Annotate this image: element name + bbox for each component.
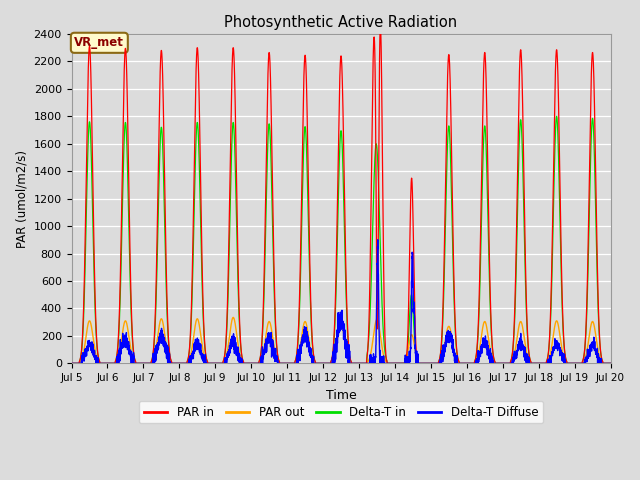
PAR out xyxy=(462,360,470,366)
PAR in xyxy=(68,360,76,366)
Delta-T in xyxy=(164,339,172,345)
Legend: PAR in, PAR out, Delta-T in, Delta-T Diffuse: PAR in, PAR out, Delta-T in, Delta-T Dif… xyxy=(139,401,543,423)
Delta-T Diffuse xyxy=(374,237,381,243)
Delta-T Diffuse xyxy=(607,360,614,366)
PAR in xyxy=(164,335,172,341)
Delta-T in xyxy=(553,113,561,119)
PAR in xyxy=(321,360,328,366)
PAR out xyxy=(606,360,614,366)
PAR in xyxy=(376,23,384,29)
Delta-T Diffuse xyxy=(321,360,328,366)
PAR in xyxy=(462,360,470,366)
Line: Delta-T in: Delta-T in xyxy=(72,116,611,363)
PAR out xyxy=(164,354,172,360)
Delta-T in xyxy=(462,360,470,366)
Y-axis label: PAR (umol/m2/s): PAR (umol/m2/s) xyxy=(15,150,28,248)
Line: PAR out: PAR out xyxy=(72,317,611,363)
Delta-T Diffuse xyxy=(164,354,172,360)
Delta-T in xyxy=(607,360,614,366)
Text: VR_met: VR_met xyxy=(74,36,124,49)
PAR out xyxy=(229,314,237,320)
Delta-T in xyxy=(492,360,500,366)
Delta-T Diffuse xyxy=(432,360,440,366)
Line: PAR in: PAR in xyxy=(72,26,611,363)
Delta-T Diffuse xyxy=(493,360,500,366)
PAR out xyxy=(607,360,614,366)
Delta-T in xyxy=(321,360,328,366)
Delta-T in xyxy=(606,360,614,366)
Line: Delta-T Diffuse: Delta-T Diffuse xyxy=(72,240,611,363)
PAR in xyxy=(493,360,500,366)
PAR in xyxy=(607,360,614,366)
Delta-T in xyxy=(68,360,76,366)
PAR out xyxy=(432,360,440,366)
PAR out xyxy=(493,360,500,366)
Delta-T Diffuse xyxy=(462,360,470,366)
X-axis label: Time: Time xyxy=(326,389,356,402)
PAR in xyxy=(606,360,614,366)
Delta-T Diffuse xyxy=(68,360,76,366)
Delta-T in xyxy=(432,360,440,366)
PAR out xyxy=(321,360,329,366)
PAR out xyxy=(68,360,76,366)
Delta-T Diffuse xyxy=(606,360,614,366)
PAR in xyxy=(432,360,440,366)
Title: Photosynthetic Active Radiation: Photosynthetic Active Radiation xyxy=(225,15,458,30)
